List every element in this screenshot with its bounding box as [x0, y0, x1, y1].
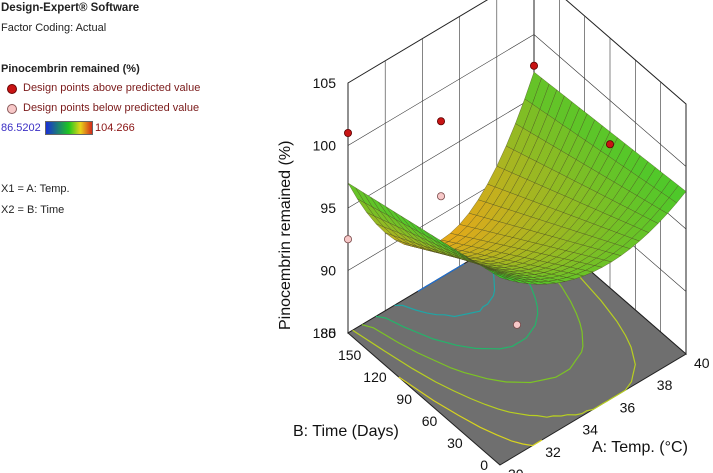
design-point-below	[343, 235, 352, 244]
x-tick-label: 34	[582, 422, 598, 438]
above-point-icon	[7, 84, 17, 94]
design-point-above	[606, 140, 615, 149]
y-tick-label: 90	[396, 391, 412, 407]
x-tick-label: 30	[508, 466, 524, 473]
grid-line	[347, 34, 687, 167]
x-tick-label: 40	[694, 355, 710, 371]
response-name: Pinocembrin remained (%)	[1, 63, 140, 75]
below-point-label: Design points below predicted value	[23, 102, 200, 114]
z-tick-label: 85	[320, 325, 336, 341]
design-point-below	[513, 320, 522, 329]
x-tick-label: 32	[545, 444, 561, 460]
y-tick-label: 60	[422, 413, 438, 429]
contour-line	[417, 263, 465, 292]
response-surface	[347, 71, 687, 285]
z-tick-label: 100	[313, 138, 337, 154]
design-point-above	[436, 117, 445, 126]
z-tick-label: 95	[320, 200, 336, 216]
x-tick-label: 36	[620, 399, 636, 415]
color-scale-max: 104.266	[95, 122, 135, 134]
contour-line	[398, 376, 543, 447]
above-point-label: Design points above predicted value	[23, 82, 201, 94]
color-scale-min: 86.5202	[1, 122, 41, 134]
design-points	[343, 61, 615, 329]
y-tick-label: 0	[480, 457, 488, 473]
y-tick-label: 150	[338, 347, 362, 363]
app-title: Design-Expert® Software	[1, 2, 140, 14]
legend-panel: Design-Expert® Software Factor Coding: A…	[0, 0, 260, 230]
contour-line	[394, 249, 496, 318]
design-point-above	[343, 128, 352, 137]
z-tick-label: 90	[320, 263, 336, 279]
y-tick-label: 30	[447, 435, 463, 451]
y-tick-label: 180	[313, 325, 337, 341]
z-tick-label: 105	[313, 75, 337, 91]
color-scale-bar	[45, 121, 93, 135]
z-axis-label: Pinocembrin remained (%)	[277, 141, 294, 330]
contour-line	[361, 230, 584, 384]
x2-mapping: X2 = B: Time	[1, 204, 65, 216]
x1-mapping: X1 = A: Temp.	[1, 183, 70, 195]
y-tick-label: 120	[363, 369, 387, 385]
contour-line	[352, 224, 636, 418]
below-point-icon	[7, 104, 17, 114]
contour-line	[375, 238, 539, 350]
design-point-above	[530, 61, 539, 70]
factor-coding: Factor Coding: Actual	[1, 22, 107, 34]
design-point-below	[436, 192, 445, 201]
y-axis-label: B: Time (Days)	[293, 423, 399, 440]
x-tick-label: 38	[657, 377, 673, 393]
x-axis-label: A: Temp. (°C)	[592, 439, 688, 456]
surface-cell	[492, 272, 510, 281]
